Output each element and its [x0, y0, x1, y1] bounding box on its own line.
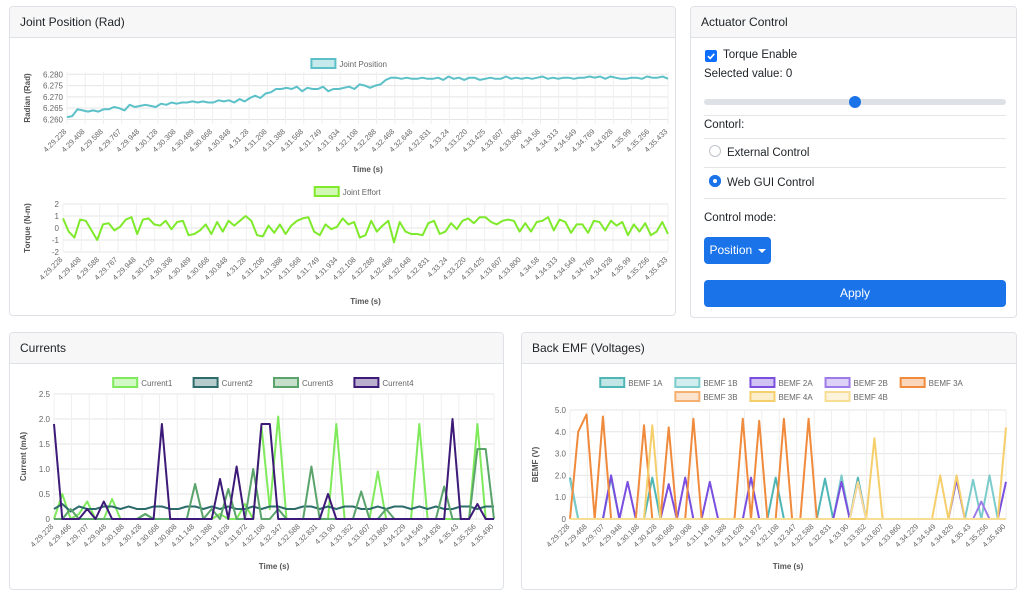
y-tick-label: 0 [562, 515, 567, 524]
legend-label: BEMF 1B [703, 379, 737, 388]
option-web-gui-control[interactable]: Web GUI Control [727, 177, 815, 189]
y-tick-label: 4.0 [555, 428, 567, 437]
divider [704, 167, 1006, 168]
series-line [62, 215, 669, 244]
legend-label: BEMF 2A [778, 379, 813, 388]
x-axis-label: Time (s) [350, 297, 381, 306]
control-label: Contorl: [704, 119, 745, 131]
legend-swatch [824, 377, 851, 388]
caret-down-icon [757, 248, 766, 253]
legend-label: Joint Effort [343, 188, 382, 197]
y-tick-label: 6.280 [43, 70, 64, 79]
divider [704, 138, 1006, 139]
x-axis-label: Time (s) [259, 562, 290, 571]
legend-swatch [313, 186, 340, 197]
torque-enable-checkbox[interactable] [705, 50, 717, 62]
y-tick-label: 6.260 [43, 115, 64, 124]
slider-thumb[interactable] [849, 96, 861, 108]
control-mode-label: Control mode: [704, 212, 777, 224]
legend-swatch [310, 58, 337, 69]
currents-card: Currents Current1 Current2 Current3 Current… [9, 332, 504, 590]
divider [704, 198, 1006, 199]
selected-value-text: Selected value: 0 [704, 68, 793, 80]
y-tick-label: 3.0 [555, 450, 567, 459]
series-line [53, 503, 494, 513]
y-tick-label: 6.270 [43, 93, 64, 102]
y-tick-label: 1.0 [555, 493, 567, 502]
y-tick-label: 2.5 [39, 390, 51, 399]
y-tick-label: -1 [52, 236, 60, 245]
joint-position-chart: Joint Position6.2806.2756.2706.2656.2604… [23, 58, 669, 174]
divider [704, 115, 1006, 116]
y-axis-label: Current (mA) [19, 432, 28, 482]
torque-enable-label: Torque Enable [723, 49, 798, 61]
y-tick-label: 0 [55, 224, 60, 233]
y-tick-label: 2.0 [555, 471, 567, 480]
check-icon [707, 53, 715, 60]
y-tick-label: 6.275 [43, 82, 64, 91]
legend-label: BEMF 3B [703, 393, 737, 402]
legend-swatch [749, 391, 776, 402]
y-tick-label: -2 [52, 248, 60, 257]
legend-swatch [192, 377, 219, 388]
y-axis-label: Radian (Rad) [23, 73, 32, 123]
control-mode-value: Position [709, 243, 753, 257]
series-line [66, 75, 669, 119]
y-axis-label: BEMF (V) [531, 446, 540, 482]
y-tick-label: 1 [55, 212, 60, 221]
legend-swatch [674, 377, 701, 388]
legend-swatch [112, 377, 139, 388]
legend-label: Current2 [222, 379, 254, 388]
y-tick-label: 1.5 [39, 440, 51, 449]
bemf-chart: BEMF 1A BEMF 1B BEMF 2A BEMF 2B BEMF 3A BEMF … [531, 377, 1007, 571]
control-mode-dropdown[interactable]: Position [704, 237, 771, 264]
legend-swatch [674, 391, 701, 402]
currents-chart: Current1 Current2 Current3 Current4 2.5 2.0 1.… [19, 377, 495, 571]
x-axis-label: Time (s) [773, 562, 804, 571]
x-axis-label: Time (s) [352, 165, 383, 174]
y-tick-label: 6.265 [43, 104, 64, 113]
legend-label: Current4 [382, 379, 414, 388]
legend-label: BEMF 4B [854, 393, 888, 402]
legend-swatch [899, 377, 926, 388]
joint-position-title: Joint Position (Rad) [10, 7, 675, 38]
y-axis-label: Torque (N-m) [23, 203, 32, 253]
actuator-control-title: Actuator Control [691, 7, 1016, 38]
legend-label: BEMF 1A [628, 379, 663, 388]
series-line [569, 413, 1006, 520]
currents-title: Currents [10, 333, 503, 364]
y-tick-label: 0.5 [39, 490, 51, 499]
legend-swatch [824, 391, 851, 402]
radio-dot [713, 179, 717, 183]
legend-label: Joint Position [339, 60, 387, 69]
bemf-card: Back EMF (Voltages) BEMF 1A BEMF 1B BEMF 2… [521, 332, 1017, 590]
y-tick-label: 5.0 [555, 406, 567, 415]
apply-button[interactable]: Apply [704, 280, 1006, 307]
legend-swatch [599, 377, 626, 388]
legend-swatch [353, 377, 380, 388]
legend-swatch [749, 377, 776, 388]
series-line [53, 418, 494, 520]
radio-web-gui-control[interactable] [709, 175, 721, 187]
joint-effort-chart: Joint Effort210-1-24.29.2284.29.4084.29.… [23, 186, 669, 306]
legend-label: Current3 [302, 379, 334, 388]
y-tick-label: 2.0 [39, 415, 51, 424]
option-external-control[interactable]: External Control [727, 147, 810, 159]
y-tick-label: 1.0 [39, 465, 51, 474]
legend-label: Current1 [141, 379, 173, 388]
legend-label: BEMF 2B [854, 379, 888, 388]
legend-label: BEMF 3A [929, 379, 964, 388]
joint-position-card: Joint Position (Rad) Joint Position 6.280… [9, 6, 676, 316]
y-tick-label: 0 [46, 515, 51, 524]
bemf-title: Back EMF (Voltages) [522, 333, 1016, 364]
y-tick-label: 2 [55, 200, 60, 209]
actuator-control-card: Actuator Control Torque Enable Selected … [690, 6, 1017, 318]
legend-swatch [273, 377, 299, 388]
radio-external-control[interactable] [709, 145, 721, 157]
legend-label: BEMF 4A [778, 393, 813, 402]
series-line [570, 480, 1006, 520]
